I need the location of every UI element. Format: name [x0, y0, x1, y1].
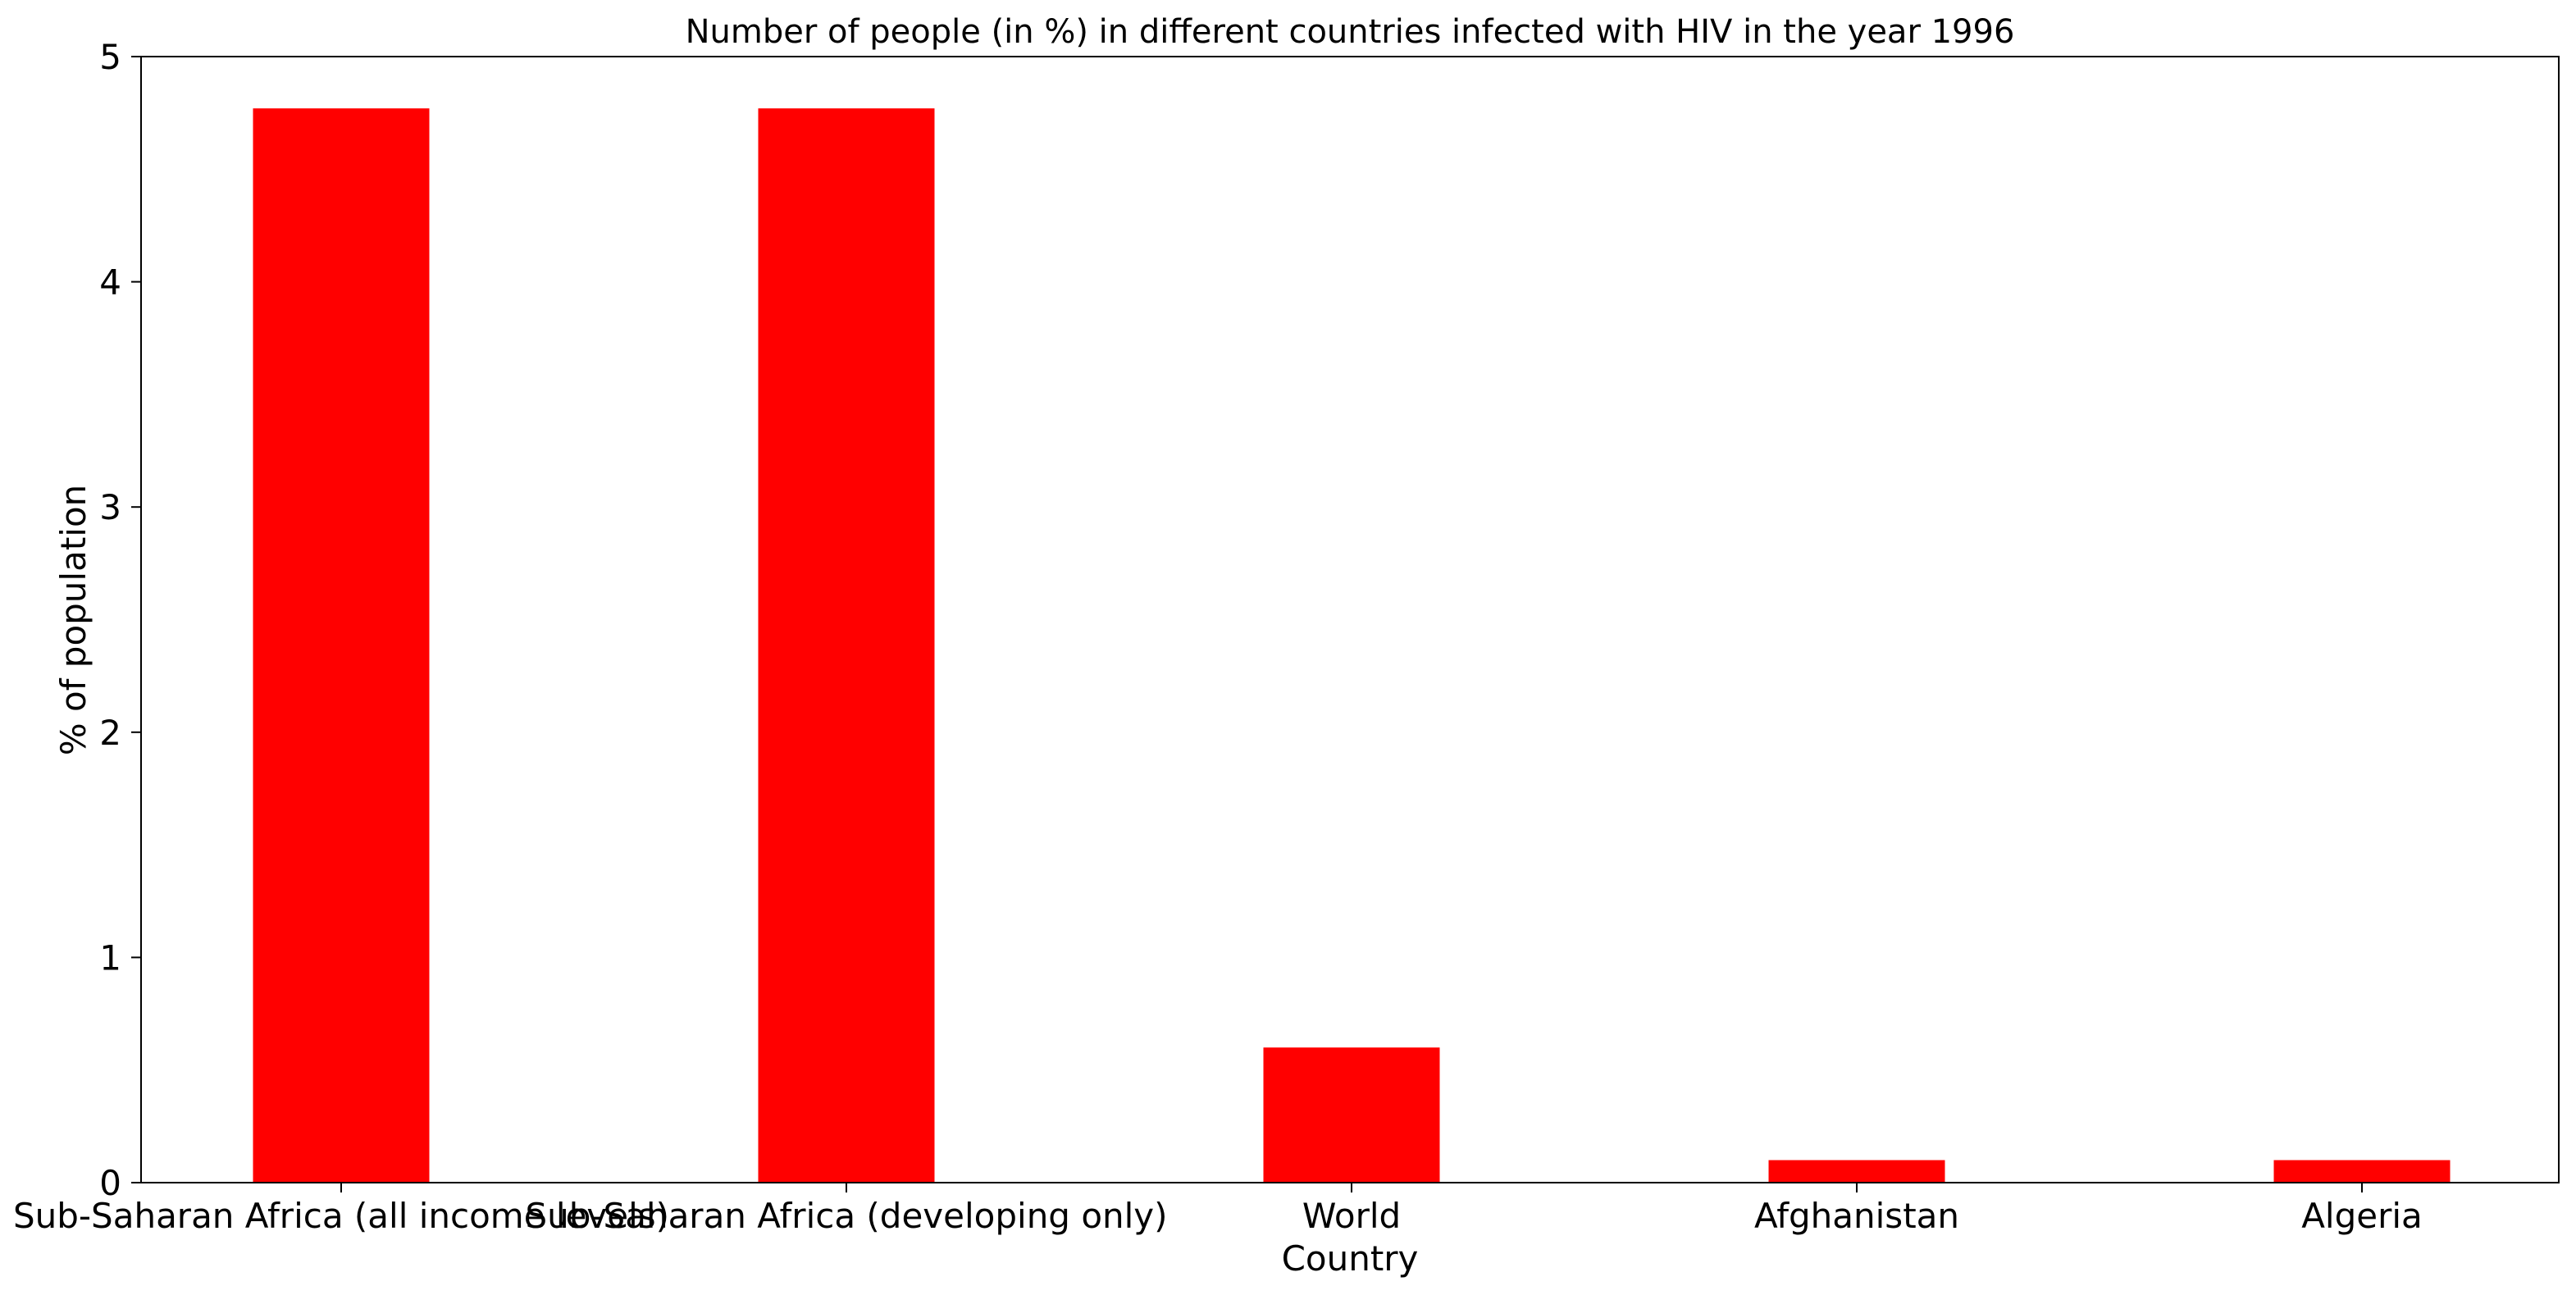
bar-2 [758, 108, 935, 1183]
y-axis-ticks: 0 1 2 3 4 5 [99, 37, 141, 1203]
y-axis-label: % of population [53, 485, 93, 756]
y-tick-label: 0 [99, 1163, 121, 1203]
y-tick-label: 1 [99, 937, 121, 978]
x-axis-ticks: Sub-Saharan Africa (all income levels)Su… [13, 1183, 2423, 1236]
y-tick-label: 2 [99, 713, 121, 753]
plot-frame [140, 56, 2560, 1183]
x-tick-label: World [1302, 1196, 1401, 1236]
x-tick-label: Sub-Saharan Africa (all income levels) [13, 1196, 669, 1236]
x-tick-label: Algeria [2301, 1196, 2423, 1236]
y-tick-label: 4 [99, 262, 121, 303]
bar-1 [253, 108, 430, 1183]
x-tick-label: Sub-Saharan Africa (developing only) [525, 1196, 1167, 1236]
y-tick-label: 3 [99, 487, 121, 527]
bar-5 [2273, 1160, 2451, 1183]
x-axis-label: Country [1282, 1238, 1419, 1279]
y-tick-label: 5 [99, 37, 121, 77]
chart-title: Number of people (in %) in different cou… [686, 13, 2015, 51]
bar-4 [1768, 1160, 1945, 1183]
bars-group [253, 108, 2451, 1183]
x-tick-label: Afghanistan [1754, 1196, 1959, 1236]
bar-3 [1263, 1047, 1440, 1183]
